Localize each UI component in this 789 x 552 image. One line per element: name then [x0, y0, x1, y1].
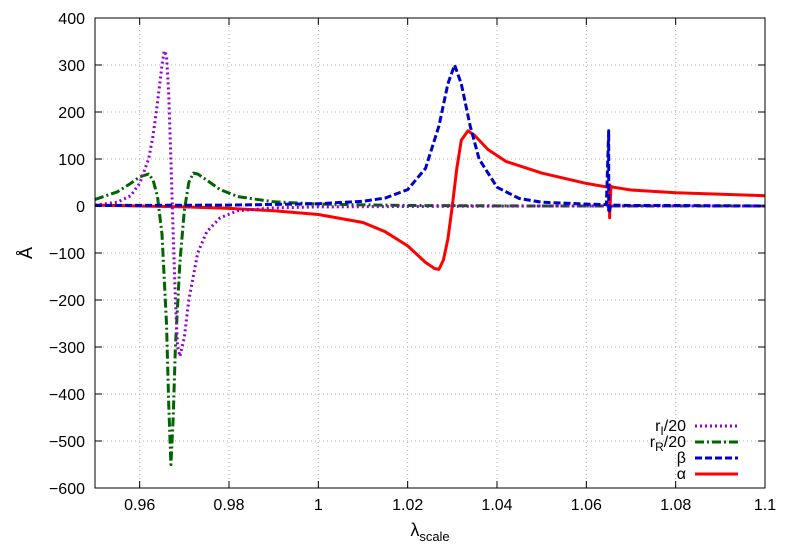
x-tick-label: 1.04 [481, 497, 512, 514]
legend-label: α [677, 466, 686, 483]
x-tick-label: 1 [314, 497, 323, 514]
legend-label-sub: R [655, 440, 664, 454]
y-tick-label: −200 [49, 293, 85, 310]
legend-label: β [677, 450, 686, 467]
x-tick-label: 1.08 [660, 497, 691, 514]
series-layer [94, 49, 766, 466]
y-tick-label: −400 [49, 387, 85, 404]
legend-label-main: r [655, 418, 661, 435]
x-axis-label-sub: scale [419, 529, 449, 544]
y-axis-label: Å [16, 247, 36, 259]
svg-text:λscale: λscale [410, 520, 449, 544]
y-tick-label: −300 [49, 340, 85, 357]
legend-label: rR/20 [650, 434, 686, 454]
legend-label-sub: I [660, 424, 663, 438]
x-tick-label: 1.1 [754, 497, 776, 514]
legend-label-main: α [677, 466, 686, 483]
legend-label-main: r [650, 434, 656, 451]
legend-label-rest: /20 [664, 434, 686, 451]
series-line-0 [94, 49, 765, 358]
y-tick-label: 100 [58, 152, 85, 169]
x-tick-label: 0.96 [124, 497, 155, 514]
axis-ticks: 0.96 0.98 1 1.02 1.04 1.06 1.08 1.1 −600 −500 −400… [49, 11, 776, 514]
series-line-2 [94, 63, 766, 215]
y-tick-label: 300 [58, 58, 85, 75]
x-axis-label-main: λ [410, 520, 419, 540]
x-axis-label: λscale [410, 520, 449, 544]
series-line-3 [94, 129, 766, 271]
x-tick-label: 1.06 [571, 497, 602, 514]
y-tick-label: 0 [76, 199, 85, 216]
x-tick-label: 0.98 [213, 497, 244, 514]
legend-label-rest: /20 [664, 418, 686, 435]
legend-label: rI/20 [655, 418, 686, 438]
y-tick-label: −100 [49, 246, 85, 263]
y-tick-label: 200 [58, 105, 85, 122]
legend-label-main: β [677, 450, 686, 467]
x-tick-label: 1.02 [392, 497, 423, 514]
y-tick-label: 400 [58, 11, 85, 28]
series-line-1 [94, 171, 765, 466]
y-tick-label: −600 [49, 481, 85, 498]
y-tick-label: −500 [49, 434, 85, 451]
